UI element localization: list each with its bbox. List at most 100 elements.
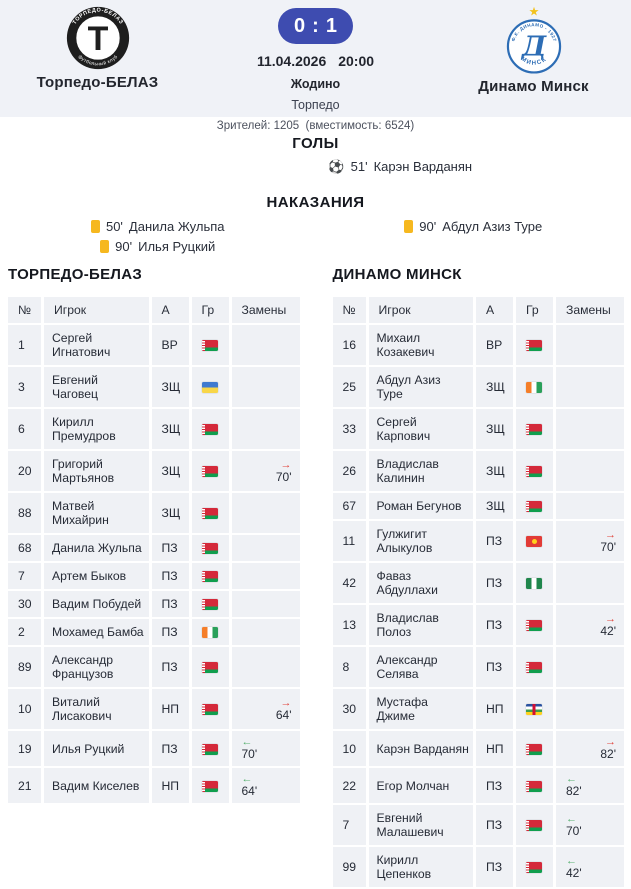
player-name[interactable]: Илья Руцкий <box>44 731 149 766</box>
substitution: → 70' <box>566 530 618 553</box>
player-name[interactable]: Данила Жульпа <box>44 535 149 561</box>
player-row[interactable]: 11 Гулжигит Алыкулов ПЗ → 70' <box>333 521 625 561</box>
player-name[interactable]: Мустафа Джиме <box>369 689 474 729</box>
player-row[interactable]: 3 Евгений Чаговец ЗЩ <box>8 367 300 407</box>
away-lineup: ДИНАМО МИНСК № Игрок А Гр Замены 16 Миха… <box>333 266 625 889</box>
player-country-cell <box>516 493 553 519</box>
player-row[interactable]: 42 Фаваз Абдуллахи ПЗ <box>333 563 625 603</box>
player-name[interactable]: Кирилл Цепенков <box>369 847 474 887</box>
player-name[interactable]: Владислав Калинин <box>369 451 474 491</box>
cards-grid: 50' Данила Жульпа 90' Илья Руцкий 90' Аб… <box>0 219 631 254</box>
player-position: ЗЩ <box>152 493 189 533</box>
player-name[interactable]: Гулжигит Алыкулов <box>369 521 474 561</box>
player-row[interactable]: 22 Егор Молчан ПЗ ← 82' <box>333 768 625 803</box>
subs-cell: → 70' <box>232 451 300 491</box>
player-number: 33 <box>333 409 366 449</box>
player-country-cell <box>192 409 229 449</box>
country-flag-icon <box>202 662 218 673</box>
subs-cell <box>232 409 300 449</box>
player-name[interactable]: Вадим Побудей <box>44 591 149 617</box>
dinamo-logo[interactable]: ★ Ф.К. ДИНАМО - 1927 МИНСК Д <box>502 5 566 75</box>
player-number: 8 <box>333 647 366 687</box>
player-row[interactable]: 89 Александр Французов ПЗ <box>8 647 300 687</box>
player-name[interactable]: Сергей Карпович <box>369 409 474 449</box>
player-row[interactable]: 19 Илья Руцкий ПЗ ← 70' <box>8 731 300 766</box>
player-name[interactable]: Евгений Малашевич <box>369 805 474 845</box>
player-name[interactable]: Вадим Киселев <box>44 768 149 803</box>
player-number: 89 <box>8 647 41 687</box>
substitution: ← 42' <box>566 856 618 879</box>
player-country-cell <box>516 768 553 803</box>
card-player[interactable]: Данила Жульпа <box>129 219 225 234</box>
home-team-name[interactable]: Торпедо-БЕЛАЗ <box>37 74 159 91</box>
player-row[interactable]: 10 Виталий Лисакович НП → 64' <box>8 689 300 729</box>
player-row[interactable]: 68 Данила Жульпа ПЗ <box>8 535 300 561</box>
player-row[interactable]: 7 Евгений Малашевич ПЗ ← 70' <box>333 805 625 845</box>
player-row[interactable]: 6 Кирилл Премудров ЗЩ <box>8 409 300 449</box>
player-name[interactable]: Владислав Полоз <box>369 605 474 645</box>
player-number: 21 <box>8 768 41 803</box>
player-row[interactable]: 8 Александр Селява ПЗ <box>333 647 625 687</box>
player-row[interactable]: 33 Сергей Карпович ЗЩ <box>333 409 625 449</box>
player-row[interactable]: 30 Вадим Побудей ПЗ <box>8 591 300 617</box>
player-row[interactable]: 30 Мустафа Джиме НП <box>333 689 625 729</box>
score-away: 1 <box>326 16 337 36</box>
player-name[interactable]: Карэн Варданян <box>369 731 474 766</box>
subs-cell: ← 70' <box>556 805 624 845</box>
away-team-name[interactable]: Динамо Минск <box>478 78 589 95</box>
player-row[interactable]: 7 Артем Быков ПЗ <box>8 563 300 589</box>
country-flag-icon <box>526 620 542 631</box>
goal-player[interactable]: Карэн Варданян <box>374 159 473 174</box>
subs-cell <box>556 451 624 491</box>
away-team-block: ★ Ф.К. ДИНАМО - 1927 МИНСК Д Динамо Минс… <box>436 5 631 132</box>
player-number: 7 <box>8 563 41 589</box>
player-name[interactable]: Михаил Козакевич <box>369 325 474 365</box>
player-name[interactable]: Кирилл Премудров <box>44 409 149 449</box>
subs-cell <box>556 647 624 687</box>
torpedo-logo[interactable]: ТОРПЕДО-БЕЛАЗ футбольный клуб Т <box>65 5 131 71</box>
player-name[interactable]: Евгений Чаговец <box>44 367 149 407</box>
player-row[interactable]: 13 Владислав Полоз ПЗ → 42' <box>333 605 625 645</box>
player-name[interactable]: Григорий Мартьянов <box>44 451 149 491</box>
player-row[interactable]: 10 Карэн Варданян НП → 82' <box>333 731 625 766</box>
player-row[interactable]: 16 Михаил Козакевич ВР <box>333 325 625 365</box>
player-row[interactable]: 67 Роман Бегунов ЗЩ <box>333 493 625 519</box>
player-number: 68 <box>8 535 41 561</box>
home-lineup-table: № Игрок А Гр Замены 1 Сергей Игнатович В… <box>5 295 303 805</box>
soccer-ball-icon: ⚽ <box>328 160 344 173</box>
player-country-cell <box>192 535 229 561</box>
player-name[interactable]: Сергей Игнатович <box>44 325 149 365</box>
card-player[interactable]: Илья Руцкий <box>138 239 215 254</box>
player-row[interactable]: 26 Владислав Калинин ЗЩ <box>333 451 625 491</box>
player-country-cell <box>516 605 553 645</box>
player-row[interactable]: 25 Абдул Азиз Туре ЗЩ <box>333 367 625 407</box>
subs-cell: → 42' <box>556 605 624 645</box>
player-row[interactable]: 21 Вадим Киселев НП ← 64' <box>8 768 300 803</box>
player-row[interactable]: 1 Сергей Игнатович ВР <box>8 325 300 365</box>
player-number: 67 <box>333 493 366 519</box>
player-name[interactable]: Александр Селява <box>369 647 474 687</box>
player-row[interactable]: 2 Мохамед Бамба ПЗ <box>8 619 300 645</box>
player-position: ПЗ <box>476 563 513 603</box>
subs-cell <box>556 689 624 729</box>
player-name[interactable]: Матвей Михайрин <box>44 493 149 533</box>
player-name[interactable]: Фаваз Абдуллахи <box>369 563 474 603</box>
player-name[interactable]: Артем Быков <box>44 563 149 589</box>
player-name[interactable]: Егор Молчан <box>369 768 474 803</box>
player-name[interactable]: Александр Французов <box>44 647 149 687</box>
player-name[interactable]: Виталий Лисакович <box>44 689 149 729</box>
player-name[interactable]: Роман Бегунов <box>369 493 474 519</box>
substitution: → 64' <box>242 698 294 721</box>
player-row[interactable]: 88 Матвей Михайрин ЗЩ <box>8 493 300 533</box>
player-row[interactable]: 20 Григорий Мартьянов ЗЩ → 70' <box>8 451 300 491</box>
match-attendance: Зрителей: 1205 (вместимость: 6524) <box>217 120 414 132</box>
player-position: НП <box>476 731 513 766</box>
player-country-cell <box>516 847 553 887</box>
player-row[interactable]: 99 Кирилл Цепенков ПЗ ← 42' <box>333 847 625 887</box>
subs-cell: → 82' <box>556 731 624 766</box>
country-flag-icon <box>526 501 542 512</box>
player-name[interactable]: Абдул Азиз Туре <box>369 367 474 407</box>
player-country-cell <box>192 591 229 617</box>
player-name[interactable]: Мохамед Бамба <box>44 619 149 645</box>
card-player[interactable]: Абдул Азиз Туре <box>442 219 542 234</box>
